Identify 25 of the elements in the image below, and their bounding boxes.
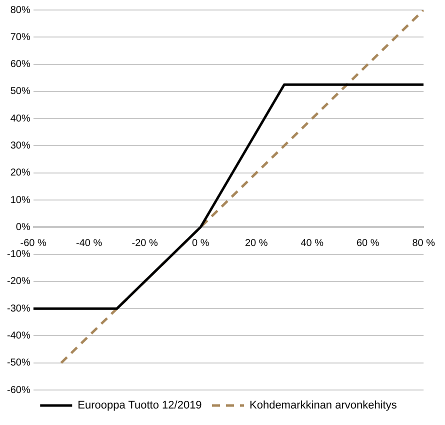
y-tick-label: 20% [10,168,30,179]
x-tick-label: -20 % [132,238,158,249]
y-tick-label: -40% [6,330,30,342]
y-tick-label: 50% [10,86,30,98]
x-tick-label: 80 % [412,238,436,249]
y-tick-label: -30% [6,303,30,314]
x-tick-label: 40 % [300,238,324,249]
x-tick-label: -60 % [20,238,47,249]
y-tick-label: 60% [10,59,30,70]
y-tick-label: -50% [6,358,30,369]
legend-label: Eurooppa Tuotto 12/2019 [78,400,202,412]
y-tick-label: 30% [10,140,30,152]
y-tick-label: -60% [6,384,30,396]
y-tick-label: -10% [6,249,30,260]
x-tick-label: 60 % [356,238,380,249]
y-tick-label: 70% [10,32,30,43]
y-tick-label: 40% [10,113,30,124]
y-tick-label: 0% [16,222,30,233]
x-tick-label: -40 % [76,238,102,249]
x-tick-label: 20 % [244,238,268,249]
y-tick-label: 80% [10,4,30,16]
y-tick-label: -20% [6,276,30,288]
y-tick-label: 10% [10,194,30,206]
x-tick-label: 0 % [192,238,210,249]
legend-label: Kohdemarkkinan arvonkehitys [250,400,398,412]
